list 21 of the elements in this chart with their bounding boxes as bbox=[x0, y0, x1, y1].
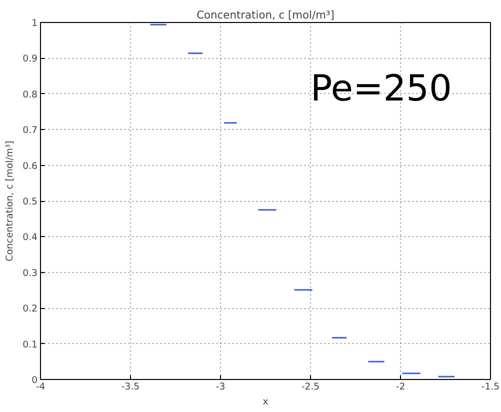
chart-title: Concentration, c [mol/m³] bbox=[196, 8, 334, 22]
y-tick-label: 1 bbox=[32, 18, 38, 29]
y-tick-label: 0.2 bbox=[22, 304, 38, 315]
x-tick-label: -2 bbox=[396, 382, 406, 392]
x-tick-label: -1.5 bbox=[481, 382, 500, 392]
x-tick-label: -4 bbox=[36, 382, 46, 392]
y-tick-label: 0.1 bbox=[22, 339, 38, 350]
y-axis-title: Concentration, c [mol/m³] bbox=[4, 140, 16, 262]
x-tick-label: -3 bbox=[216, 382, 226, 392]
y-tick-label: 0.3 bbox=[22, 268, 38, 279]
y-tick-label: 0.5 bbox=[22, 196, 38, 208]
y-tick-label: 0.8 bbox=[22, 89, 38, 100]
y-tick-label: 0.4 bbox=[22, 232, 38, 244]
annotation: Pe=250 bbox=[310, 68, 452, 110]
y-tick-label: 0.6 bbox=[22, 160, 38, 172]
x-tick-label: -2.5 bbox=[301, 382, 320, 392]
x-tick-label: -3.5 bbox=[121, 382, 140, 392]
y-tick-label: 0.9 bbox=[22, 54, 38, 65]
y-tick-label: 0.7 bbox=[22, 125, 38, 136]
x-axis-title: x bbox=[262, 396, 269, 408]
y-tick-label: 0 bbox=[32, 375, 38, 386]
